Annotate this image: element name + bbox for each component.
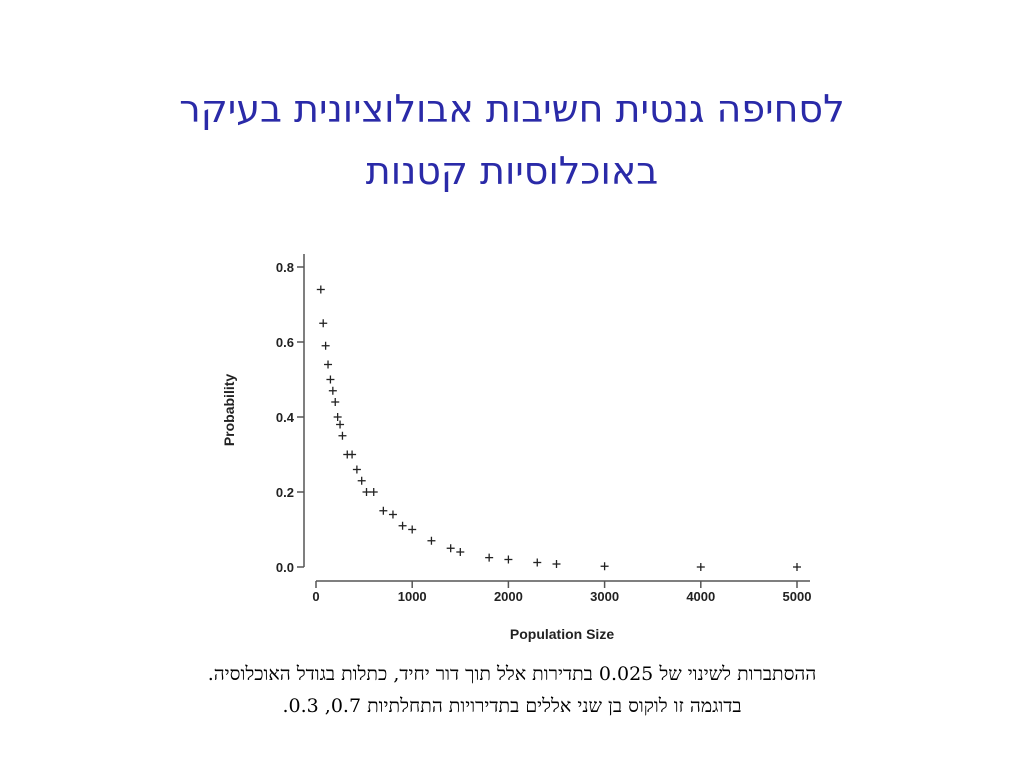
data-point [533, 558, 542, 567]
data-point [696, 563, 705, 571]
title-line-1: לסחיפה גנטית חשיבות אבולוציונית בעיקר [179, 87, 845, 131]
caption-line-1: ההסתברות לשינוי של 0.025 בתדירות אלל תוך… [207, 663, 817, 685]
data-point [338, 431, 347, 440]
data-point [485, 553, 494, 562]
data-point [316, 285, 325, 294]
x-tick-label: 2000 [494, 589, 523, 604]
data-point [357, 476, 366, 485]
x-tick-label: 0 [312, 589, 319, 604]
data-point [388, 510, 397, 519]
x-tick-label: 1000 [398, 589, 427, 604]
data-point [552, 560, 561, 568]
data-point [504, 555, 513, 564]
chart-ticks: 0.0 0.2 0.4 0.6 0.8 0 1000 2000 3000 4000 5000 [276, 260, 812, 604]
data-point [331, 398, 340, 406]
data-point [408, 525, 417, 534]
x-tick-label: 4000 [686, 589, 715, 604]
data-point [427, 536, 436, 545]
slide-title: לסחיפה גנטית חשיבות אבולוציונית בעיקר בא… [62, 78, 962, 202]
y-tick-label: 0.6 [276, 335, 294, 350]
x-tick-label: 3000 [590, 589, 619, 604]
data-point [336, 420, 345, 429]
data-point [793, 563, 801, 571]
data-point [362, 488, 371, 496]
y-tick-label: 0.4 [276, 410, 295, 425]
title-line-2: באוכלוסיות קטנות [365, 149, 659, 193]
data-point [326, 375, 335, 384]
data-point [319, 319, 328, 328]
x-axis-label: Population Size [510, 626, 614, 642]
caption-line-2: בדוגמה זו לוקוס בן שני אללים בתדירויות ה… [282, 695, 742, 717]
y-tick-label: 0.8 [276, 260, 294, 275]
data-point [446, 544, 455, 553]
y-tick-label: 0.2 [276, 485, 294, 500]
data-point [348, 450, 357, 459]
slide-caption: ההסתברות לשינוי של 0.025 בתדירות אלל תוך… [40, 658, 984, 722]
data-point [321, 341, 330, 350]
chart-axes [303, 254, 810, 582]
data-point [324, 360, 333, 369]
data-point [456, 548, 465, 556]
data-point [398, 521, 407, 530]
data-point [333, 413, 342, 421]
y-tick-label: 0.0 [276, 560, 294, 575]
data-point [328, 386, 337, 395]
y-axis-label: Probability [221, 374, 237, 447]
data-point [369, 488, 378, 496]
data-point [379, 506, 388, 515]
data-point [600, 562, 609, 571]
chart-points [316, 285, 801, 571]
data-point [352, 465, 361, 474]
x-tick-label: 5000 [783, 589, 812, 604]
